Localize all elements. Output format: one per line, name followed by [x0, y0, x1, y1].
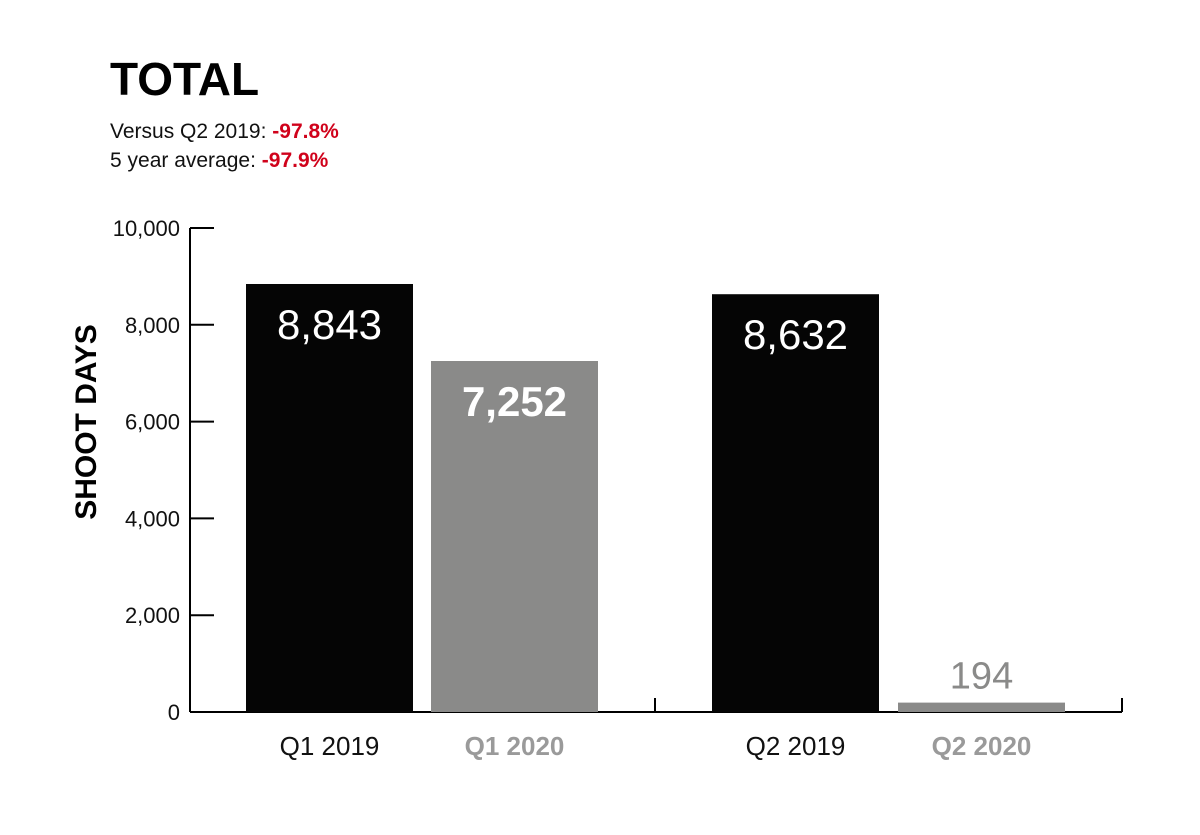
bar-value-label: 8,632: [743, 311, 848, 358]
bar-q2-2020: [898, 702, 1065, 712]
bar-value-label: 7,252: [462, 378, 567, 425]
x-category-label: Q2 2020: [932, 731, 1032, 761]
y-tick-label: 2,000: [125, 603, 180, 628]
y-tick-label: 4,000: [125, 506, 180, 531]
bar-q1-2020: [431, 361, 598, 712]
subtitle-versus-value: -97.8%: [272, 120, 339, 143]
subtitle-versus-q2-2019: Versus Q2 2019: -97.8%: [110, 120, 339, 143]
y-axis-label: SHOOT DAYS: [70, 324, 103, 520]
chart-title: TOTAL: [110, 53, 259, 105]
subtitle-average-label: 5 year average:: [110, 149, 262, 172]
y-axis: 0 2,000 4,000 6,000 8,000 10,000: [113, 216, 214, 725]
y-tick-label: 10,000: [113, 216, 180, 241]
y-tick-label: 0: [168, 700, 180, 725]
y-tick-label: 8,000: [125, 313, 180, 338]
subtitle-average-value: -97.9%: [262, 149, 329, 172]
x-category-label: Q1 2020: [465, 731, 565, 761]
bar-q1-2019: [246, 283, 413, 712]
bars: 8,843 Q1 2019 7,252 Q1 2020 8,632 Q2 2019 194 Q…: [246, 283, 1065, 761]
subtitle-5-year-average: 5 year average: -97.9%: [110, 149, 329, 172]
bar-value-label: 194: [950, 656, 1013, 698]
y-tick-label: 6,000: [125, 410, 180, 435]
bar-value-label: 8,843: [277, 301, 382, 348]
x-category-label: Q2 2019: [746, 731, 846, 761]
x-category-label: Q1 2019: [280, 731, 380, 761]
subtitle-versus-label: Versus Q2 2019:: [110, 120, 272, 143]
bar-q2-2019: [712, 294, 879, 712]
